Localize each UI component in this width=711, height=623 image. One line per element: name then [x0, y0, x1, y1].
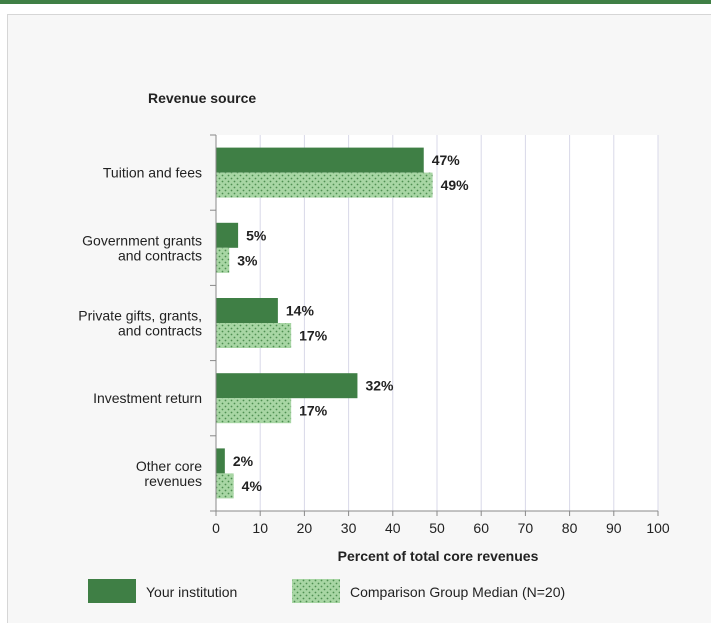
- x-tick-label: 20: [297, 520, 313, 536]
- category-label: Tuition and fees: [103, 165, 202, 181]
- data-label: 4%: [242, 478, 263, 494]
- bar-your-institution: [216, 298, 278, 323]
- data-label: 17%: [299, 328, 328, 344]
- category-label: Private gifts, grants,: [78, 308, 202, 324]
- bar-your-institution: [216, 147, 424, 173]
- bar-comparison-median: [216, 473, 234, 499]
- bar-comparison-median: [216, 172, 433, 198]
- category-label: and contracts: [118, 247, 202, 263]
- bar-your-institution: [216, 373, 358, 399]
- data-label: 32%: [365, 378, 394, 394]
- x-tick-label: 60: [473, 520, 489, 536]
- bar-comparison-median: [216, 398, 292, 424]
- category-label: Investment return: [93, 390, 202, 406]
- x-tick-label: 80: [562, 520, 578, 536]
- bar-comparison-median: [216, 323, 292, 348]
- bar-your-institution: [216, 222, 239, 248]
- bar-comparison-median: [216, 247, 230, 273]
- category-label: revenues: [144, 473, 202, 489]
- x-tick-label: 50: [429, 520, 445, 536]
- category-label: and contracts: [118, 323, 202, 339]
- x-tick-label: 100: [646, 520, 670, 536]
- bar-your-institution: [216, 448, 225, 474]
- data-label: 49%: [441, 177, 470, 193]
- legend-label: Comparison Group Median (N=20): [350, 584, 565, 600]
- bar-chart: Revenue source 47%49%5%3%14%17%32%17%2%4…: [78, 90, 670, 603]
- bars: 47% 49% 5% 3% 14% 17% 32% 17% 2% 4%: [216, 147, 470, 499]
- data-label: 47%: [432, 152, 461, 168]
- x-axis-label: Percent of total core revenues: [338, 548, 539, 564]
- data-label: 3%: [237, 252, 258, 268]
- x-tick-label: 70: [518, 520, 534, 536]
- chart-panel: Revenue source 47% 49% 5% 3% 14% 17% 32% 17% 2% 4…: [7, 14, 711, 623]
- legend-label: Your institution: [146, 584, 237, 600]
- legend: Your institution Comparison Group Median …: [88, 579, 565, 603]
- data-label: 5%: [246, 227, 267, 243]
- legend-swatch-your-institution: [88, 579, 136, 603]
- legend-swatch-comparison-median: [292, 579, 340, 603]
- x-tick-label: 10: [252, 520, 268, 536]
- data-label: 14%: [286, 303, 315, 319]
- x-tick-label: 30: [341, 520, 357, 536]
- x-tick-label: 0: [212, 520, 220, 536]
- chart-title: Revenue source: [148, 90, 256, 106]
- data-label: 2%: [233, 453, 254, 469]
- x-tick-label: 40: [385, 520, 401, 536]
- data-label: 17%: [299, 403, 328, 419]
- x-tick-label: 90: [606, 520, 622, 536]
- category-label: Government grants: [82, 232, 202, 248]
- category-label: Other core: [136, 458, 202, 474]
- axes: 0 10 20 30 40 50 60 70 80 90 100 Tuition and fees Go…: [78, 134, 670, 536]
